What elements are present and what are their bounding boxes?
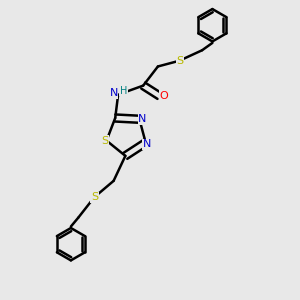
Text: S: S (91, 192, 98, 202)
Text: N: N (143, 139, 151, 149)
Text: S: S (101, 136, 109, 146)
Text: N: N (138, 114, 146, 124)
Text: S: S (176, 56, 184, 66)
Text: N: N (110, 88, 118, 98)
Text: O: O (159, 91, 168, 101)
Text: H: H (120, 86, 127, 96)
